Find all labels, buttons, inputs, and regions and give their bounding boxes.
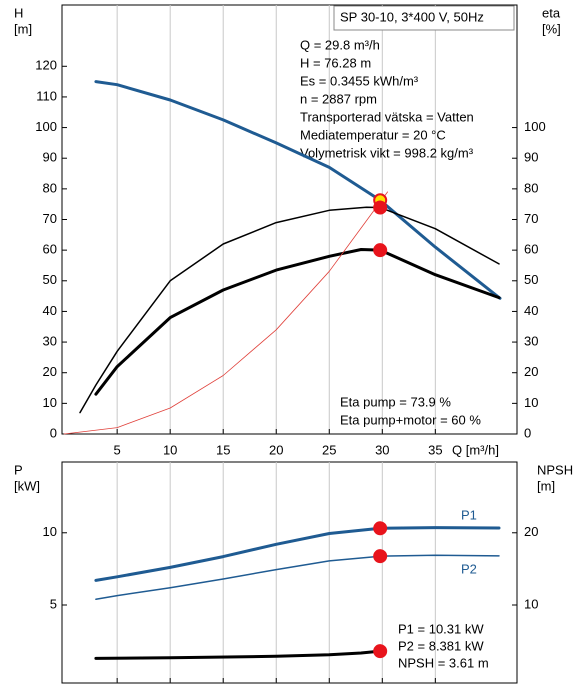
- curve: [79, 206, 500, 414]
- info-line: Mediatemperatur = 20 °C: [300, 127, 446, 142]
- y-tick-label: 70: [43, 211, 57, 226]
- curve: [95, 554, 500, 600]
- y2-tick-label: 100: [524, 119, 546, 134]
- y-tick-label: 120: [35, 58, 57, 73]
- y2-tick-label: 90: [524, 150, 538, 165]
- note-line: Eta pump+motor = 60 %: [340, 412, 481, 427]
- y2-tick-label: 70: [524, 211, 538, 226]
- y-tick-label: 110: [36, 88, 57, 103]
- x-tick-label: 35: [428, 442, 442, 457]
- y-tick-label: 5: [50, 596, 57, 611]
- y2-tick-label: 80: [524, 180, 538, 195]
- y2-tick-label: 10: [524, 395, 538, 410]
- curve: [94, 248, 501, 396]
- y-tick-label: 40: [43, 303, 57, 318]
- y-tick-label: 20: [43, 364, 57, 379]
- model-box: [333, 5, 515, 31]
- series-label: P2: [461, 561, 477, 576]
- y-tick-label: 0: [50, 425, 57, 440]
- info-line: Es = 0.3455 kWh/m³: [300, 73, 419, 88]
- x-tick-label: 15: [216, 442, 230, 457]
- operating-point: [373, 243, 388, 258]
- x-tick-label: 25: [322, 442, 336, 457]
- y2-axis-label: [%]: [542, 21, 561, 36]
- y2-tick-label: 30: [524, 334, 538, 349]
- info-line: Q = 29.8 m³/h: [300, 37, 380, 52]
- x-tick-label: 10: [163, 442, 177, 457]
- info-line: n = 2887 rpm: [300, 91, 377, 106]
- curve: [94, 80, 502, 300]
- y-tick-label: 100: [35, 119, 57, 134]
- y2-tick-label: 0: [524, 425, 531, 440]
- y2-tick-label: 10: [524, 596, 538, 611]
- x-tick-label: 5: [114, 442, 121, 457]
- series-label: P1: [461, 507, 477, 522]
- y-tick-label: 10: [43, 395, 57, 410]
- y2-axis-label: eta: [542, 5, 561, 20]
- y2-tick-label: 50: [524, 272, 538, 287]
- y2-tick-label: 40: [524, 303, 538, 318]
- y-tick-label: 60: [43, 242, 57, 257]
- x-axis-label: Q [m³/h]: [452, 442, 499, 457]
- operating-point: [373, 521, 388, 536]
- curve: [63, 191, 388, 435]
- y-axis-label: P: [14, 462, 23, 477]
- curve: [94, 526, 501, 582]
- curve: [94, 649, 382, 660]
- note-line: Eta pump = 73.9 %: [340, 394, 451, 409]
- x-tick-label: 30: [375, 442, 389, 457]
- operating-point: [373, 549, 388, 564]
- y2-tick-label: 20: [524, 364, 538, 379]
- y-tick-label: 10: [43, 524, 57, 539]
- info-line: Volymetrisk vikt = 998.2 kg/m³: [300, 145, 474, 160]
- y2-tick-label: 20: [524, 524, 538, 539]
- y-axis-label: [m]: [14, 21, 32, 36]
- model-label: SP 30-10, 3*400 V, 50Hz: [340, 9, 484, 24]
- y-tick-label: 50: [43, 272, 57, 287]
- operating-point: [373, 200, 388, 215]
- info-line: H = 76.28 m: [300, 55, 371, 70]
- y-tick-label: 30: [43, 334, 57, 349]
- note-line: P1 = 10.31 kW: [398, 621, 484, 636]
- y-axis-label: H: [14, 5, 23, 20]
- y-axis-label: [kW]: [14, 478, 40, 493]
- info-line: Transporterad vätska = Vatten: [300, 109, 474, 124]
- note-line: NPSH = 3.61 m: [398, 655, 489, 670]
- y2-axis-label: [m]: [537, 478, 555, 493]
- operating-point: [373, 644, 388, 659]
- x-tick-label: 20: [269, 442, 283, 457]
- y-tick-label: 80: [43, 180, 57, 195]
- y2-tick-label: 60: [524, 242, 538, 257]
- y-tick-label: 90: [43, 150, 57, 165]
- y2-axis-label: NPSH: [537, 462, 573, 477]
- note-line: P2 = 8.381 kW: [398, 638, 484, 653]
